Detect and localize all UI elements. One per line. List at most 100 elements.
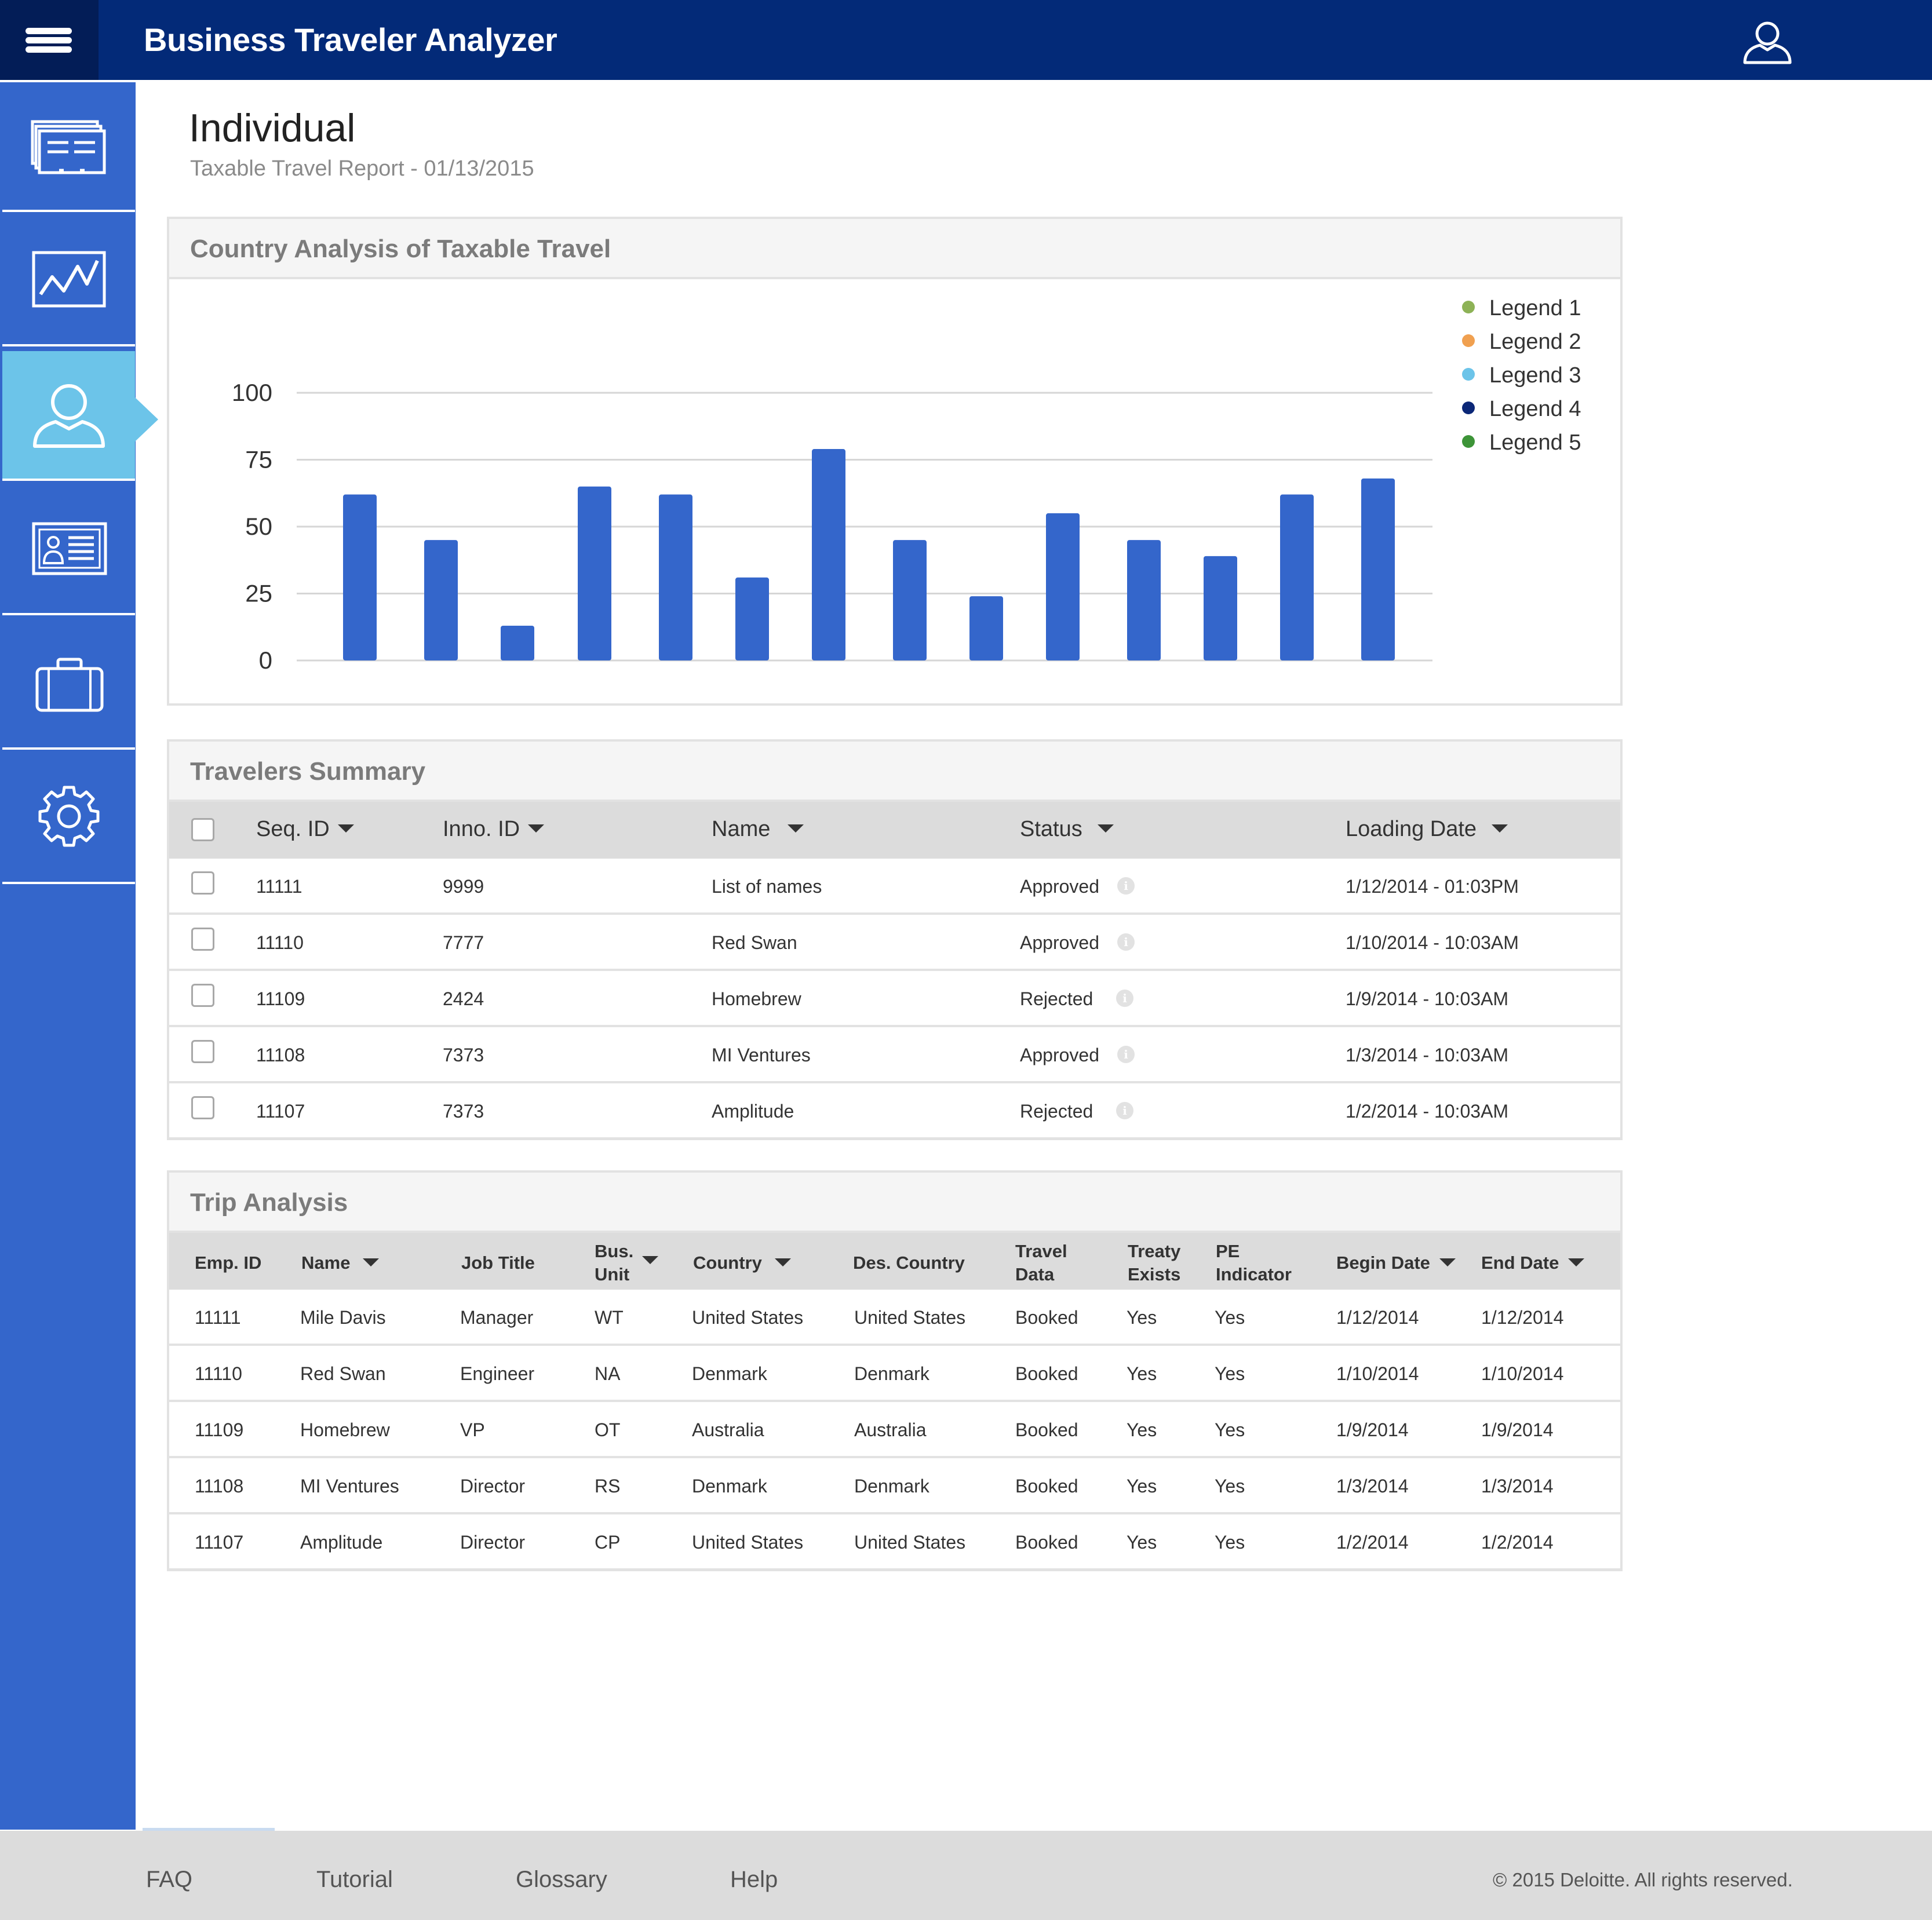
table-row[interactable]: 11110 7777 Red Swan Approved 1/10/2014 - 10:… xyxy=(169,915,1620,971)
column-header-pe-indicator[interactable]: PE Indicator xyxy=(1216,1241,1292,1284)
column-header-job-title[interactable]: Job Title xyxy=(461,1253,535,1273)
panel-title: Travelers Summary xyxy=(169,742,1620,802)
cell-pe-indicator: Yes xyxy=(1215,1532,1245,1553)
chart-bar xyxy=(1127,540,1161,660)
info-icon[interactable]: i xyxy=(1117,933,1135,951)
row-checkbox[interactable] xyxy=(191,928,214,951)
cell-bus-unit: RS xyxy=(595,1476,621,1496)
column-header-bus-unit[interactable]: Bus. Unit xyxy=(595,1240,676,1286)
column-header-seq-id[interactable]: Seq. ID xyxy=(256,817,354,842)
cell-treaty-exists: Yes xyxy=(1127,1419,1157,1440)
chart-bar xyxy=(424,540,458,660)
sidebar-item-profile[interactable] xyxy=(2,486,135,615)
hamburger-menu-icon[interactable] xyxy=(0,0,99,80)
column-header-country[interactable]: Country xyxy=(693,1253,791,1273)
footer-link-tutorial[interactable]: Tutorial xyxy=(316,1867,393,1892)
table-row[interactable]: 11107 Amplitude Director CP United States Uni… xyxy=(169,1514,1620,1571)
sidebar-item-settings[interactable] xyxy=(2,754,135,884)
cell-travel-data: Booked xyxy=(1015,1476,1078,1496)
row-checkbox[interactable] xyxy=(191,871,214,895)
sidebar-item-reports[interactable] xyxy=(2,82,135,212)
cell-status: Approved xyxy=(1020,876,1099,897)
cell-seq-id: 11110 xyxy=(256,932,304,953)
footer: FAQ Tutorial Glossary Help © 2015 Deloit… xyxy=(0,1831,1932,1920)
legend-swatch xyxy=(1462,334,1475,347)
select-all-checkbox[interactable] xyxy=(191,818,214,841)
column-header-des-country[interactable]: Des. Country xyxy=(853,1253,965,1273)
sidebar xyxy=(0,82,136,1830)
sort-caret-icon xyxy=(363,1258,380,1266)
cell-country: United States xyxy=(692,1307,804,1328)
table-row[interactable]: 11110 Red Swan Engineer NA Denmark Denmark Boo… xyxy=(169,1346,1620,1402)
cell-loading-date: 1/12/2014 - 01:03PM xyxy=(1346,876,1519,897)
sidebar-item-analytics[interactable] xyxy=(2,217,135,346)
chart-bar xyxy=(969,596,1003,660)
travelers-summary-panel: Travelers Summary Seq. ID Inno. ID Name … xyxy=(167,739,1623,1140)
cell-country: Australia xyxy=(692,1419,764,1440)
legend-swatch xyxy=(1462,368,1475,381)
cell-bus-unit: NA xyxy=(595,1363,621,1384)
cell-begin-date: 1/12/2014 xyxy=(1336,1307,1419,1328)
cell-des-country: Denmark xyxy=(854,1363,929,1384)
cell-bus-unit: CP xyxy=(595,1532,621,1553)
table-row[interactable]: 11108 MI Ventures Director RS Denmark Denmark… xyxy=(169,1458,1620,1514)
column-header-status[interactable]: Status xyxy=(1020,817,1114,842)
legend-swatch xyxy=(1462,301,1475,313)
legend-label: Legend 4 xyxy=(1489,397,1581,421)
cell-end-date: 1/10/2014 xyxy=(1481,1363,1564,1384)
table-header: Seq. ID Inno. ID Name Status Loading Dat… xyxy=(169,802,1620,859)
column-header-loading-date[interactable]: Loading Date xyxy=(1346,817,1508,842)
chart-bar xyxy=(343,494,377,660)
cell-loading-date: 1/3/2014 - 10:03AM xyxy=(1346,1045,1509,1065)
column-header-travel-data[interactable]: Travel Data xyxy=(1015,1241,1067,1284)
table-row[interactable]: 11107 7373 Amplitude Rejected 1/2/2014 - 10:… xyxy=(169,1083,1620,1140)
column-header-treaty-exists[interactable]: Treaty Exists xyxy=(1128,1241,1181,1284)
cell-name: MI Ventures xyxy=(300,1476,399,1496)
column-header-emp-id[interactable]: Emp. ID xyxy=(195,1253,262,1273)
info-icon[interactable]: i xyxy=(1116,990,1133,1007)
column-header-name[interactable]: Name xyxy=(301,1253,380,1273)
cell-begin-date: 1/3/2014 xyxy=(1336,1476,1409,1496)
row-checkbox[interactable] xyxy=(191,984,214,1007)
cell-end-date: 1/3/2014 xyxy=(1481,1476,1554,1496)
column-header-inno-id[interactable]: Inno. ID xyxy=(443,817,545,842)
table-row[interactable]: 11111 Mile Davis Manager WT United States Uni… xyxy=(169,1290,1620,1346)
cell-status: Rejected xyxy=(1020,1101,1093,1122)
cell-bus-unit: OT xyxy=(595,1419,621,1440)
cell-end-date: 1/2/2014 xyxy=(1481,1532,1554,1553)
cell-travel-data: Booked xyxy=(1015,1307,1078,1328)
user-icon[interactable] xyxy=(1741,20,1794,66)
footer-link-glossary[interactable]: Glossary xyxy=(516,1867,607,1892)
cell-job-title: Engineer xyxy=(460,1363,535,1384)
footer-link-help[interactable]: Help xyxy=(730,1867,778,1892)
sort-caret-icon xyxy=(1492,824,1508,833)
info-icon[interactable]: i xyxy=(1116,1102,1133,1119)
cell-begin-date: 1/10/2014 xyxy=(1336,1363,1419,1384)
sidebar-item-individual[interactable] xyxy=(2,351,135,481)
cell-emp-id: 11108 xyxy=(195,1476,244,1496)
chart-bar xyxy=(1046,513,1080,660)
info-icon[interactable]: i xyxy=(1117,1046,1135,1063)
table-row[interactable]: 11109 2424 Homebrew Rejected 1/9/2014 - 10:0… xyxy=(169,971,1620,1027)
sort-caret-icon xyxy=(788,824,804,833)
table-row[interactable]: 11108 7373 MI Ventures Approved 1/3/2014 - 1… xyxy=(169,1027,1620,1083)
page-title: Individual xyxy=(189,106,356,150)
sidebar-item-trips[interactable] xyxy=(2,620,135,750)
row-checkbox[interactable] xyxy=(191,1096,214,1119)
country-analysis-panel: Country Analysis of Taxable Travel 0 25 50… xyxy=(167,217,1623,706)
chart-bar xyxy=(735,577,769,660)
footer-link-faq[interactable]: FAQ xyxy=(146,1867,193,1892)
table-row[interactable]: 11109 Homebrew VP OT Australia Australia Booke… xyxy=(169,1402,1620,1458)
column-header-name[interactable]: Name xyxy=(712,817,804,842)
row-checkbox[interactable] xyxy=(191,1040,214,1063)
cell-pe-indicator: Yes xyxy=(1215,1476,1245,1496)
sort-caret-icon xyxy=(774,1258,791,1266)
info-icon[interactable]: i xyxy=(1117,877,1135,895)
legend-label: Legend 5 xyxy=(1489,430,1581,455)
cell-travel-data: Booked xyxy=(1015,1532,1078,1553)
chart-bar xyxy=(893,540,927,660)
table-row[interactable]: 11111 9999 List of names Approved 1/12/2014 … xyxy=(169,859,1620,915)
column-header-begin-date[interactable]: Begin Date xyxy=(1336,1253,1456,1273)
cell-travel-data: Booked xyxy=(1015,1419,1078,1440)
column-header-end-date[interactable]: End Date xyxy=(1481,1253,1585,1273)
